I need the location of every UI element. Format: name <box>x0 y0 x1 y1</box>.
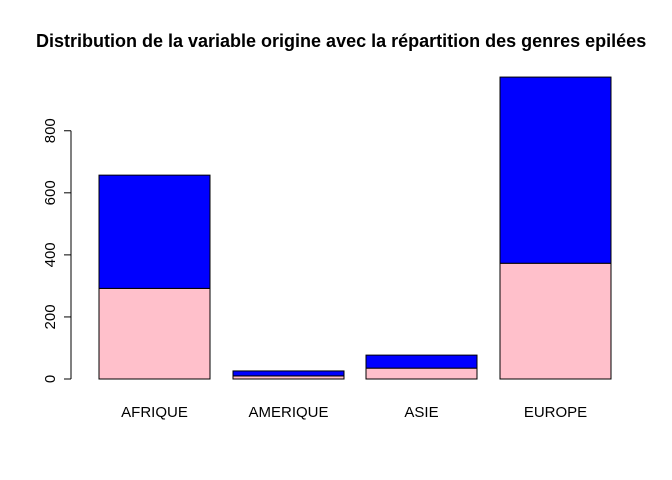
bar-europe-segment-2 <box>499 76 612 264</box>
y-tick-label: 800 <box>42 118 59 143</box>
x-category-label: EUROPE <box>524 404 587 421</box>
bar-afrique-segment-2 <box>98 174 211 289</box>
y-tick-label: 0 <box>42 375 59 383</box>
y-axis: 0 200 400 600 800 <box>42 118 72 383</box>
x-category-label: AFRIQUE <box>121 404 188 421</box>
bar-asie-segment-1 <box>365 367 478 380</box>
bar-europe-segment-1 <box>499 262 612 380</box>
bars <box>98 76 612 380</box>
y-tick-label: 400 <box>42 242 59 267</box>
x-axis-labels: AFRIQUE AMERIQUE ASIE EUROPE <box>121 404 587 421</box>
bar-afrique-segment-1 <box>98 287 211 380</box>
bar-asie-segment-2 <box>365 354 478 369</box>
chart-title: Distribution de la variable origine avec… <box>36 31 646 51</box>
x-category-label: AMERIQUE <box>248 404 328 421</box>
bar-amerique-segment-2 <box>232 370 345 377</box>
x-category-label: ASIE <box>404 404 438 421</box>
y-tick-label: 600 <box>42 180 59 205</box>
y-tick-label: 200 <box>42 304 59 329</box>
